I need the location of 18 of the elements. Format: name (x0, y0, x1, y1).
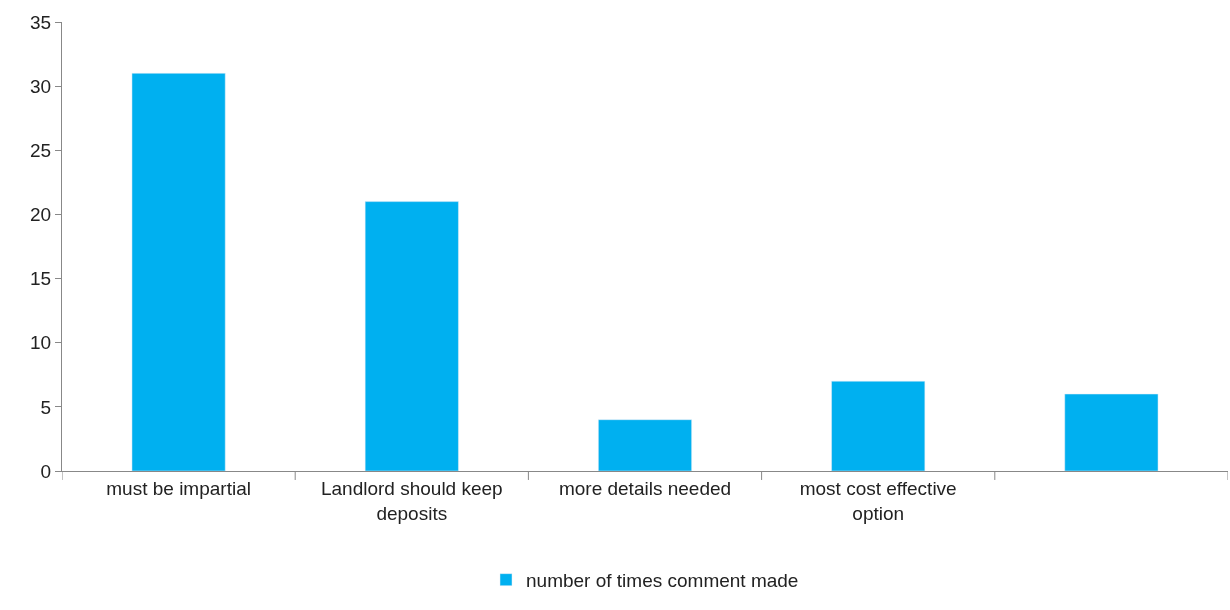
y-tick-label: 0 (40, 460, 52, 482)
y-tick-label: 35 (30, 11, 52, 33)
x-tick-label: must be impartial (106, 477, 251, 499)
y-tick-label: 10 (30, 332, 52, 354)
y-tick-label: 30 (30, 75, 52, 97)
x-tick-label: Landlord should keep deposits (320, 477, 503, 524)
y-tick-label: 20 (30, 204, 52, 226)
bar (1064, 393, 1159, 471)
x-tick-label: more details needed (558, 477, 732, 499)
y-tick-label: 25 (30, 139, 52, 161)
bar (364, 201, 459, 471)
legend-label: number of times comment made (526, 570, 799, 592)
bar (598, 419, 692, 471)
y-tick-label: 15 (30, 268, 52, 290)
x-tick-label: most cost effective option (799, 477, 957, 524)
bar (831, 380, 926, 471)
bar (131, 73, 226, 471)
y-tick-label: 5 (40, 396, 52, 418)
